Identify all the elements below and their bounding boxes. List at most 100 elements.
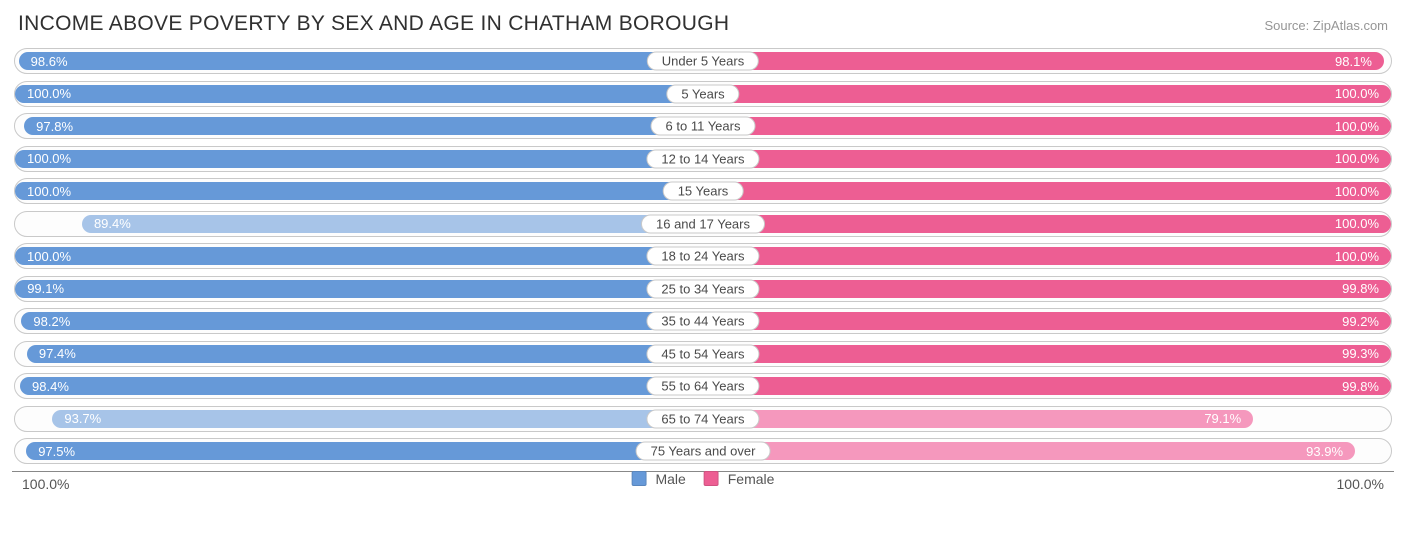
male-value: 98.4% [32,379,69,394]
chart-row: 98.2%99.2%35 to 44 Years [14,308,1392,334]
male-value: 100.0% [27,151,71,166]
male-bar: 99.1% [15,280,697,298]
female-value: 98.1% [1335,54,1372,69]
female-bar: 98.1% [709,52,1384,70]
male-half: 99.1% [15,277,703,301]
chart-row: 93.7% 79.1% 65 to 74 Years [14,406,1392,432]
female-bar: 79.1% [709,410,1253,428]
category-label: 25 to 34 Years [646,279,759,298]
female-value: 79.1% [1204,411,1241,426]
female-half: 100.0% [703,179,1391,203]
female-half: 99.8% [703,374,1391,398]
female-value: 99.8% [1342,281,1379,296]
female-value: 99.3% [1342,346,1379,361]
male-bar: 98.4% [20,377,697,395]
chart-row: 100.0% 100.0% 15 Years [14,178,1392,204]
female-value: 99.8% [1342,379,1379,394]
female-value: 93.9% [1306,444,1343,459]
chart-row: 100.0% 100.0% 12 to 14 Years [14,146,1392,172]
male-bar: 93.7% [52,410,697,428]
legend-female-swatch [704,471,719,486]
female-half: 100.0% [703,82,1391,106]
male-value: 98.6% [31,54,68,69]
chart-row: 98.6% 98.1% Under 5 Years [14,48,1392,74]
male-half: 100.0% [15,147,703,171]
legend-male: Male [632,471,686,487]
legend-female: Female [704,471,775,487]
chart-row: 99.1% 99.8% 25 to 34 Years [14,276,1392,302]
chart-source: Source: ZipAtlas.com [1264,18,1388,33]
female-bar: 100.0% [709,150,1391,168]
female-bar: 100.0% [709,247,1391,265]
chart-row: 100.0%100.0%5 Years [14,81,1392,107]
legend-male-swatch [632,471,647,486]
male-half: 100.0% [15,179,703,203]
axis-left-label: 100.0% [22,476,69,492]
female-bar: 100.0% [709,85,1391,103]
male-half: 89.4% [15,212,703,236]
male-value: 100.0% [27,86,71,101]
chart-row: 97.4%99.3%45 to 54 Years [14,341,1392,367]
male-bar: 97.5% [26,442,697,460]
male-value: 100.0% [27,184,71,199]
male-bar: 98.2% [21,312,697,330]
female-value: 100.0% [1335,184,1379,199]
legend: Male Female [632,471,775,487]
axis-right-label: 100.0% [1337,476,1384,492]
female-half: 100.0% [703,114,1391,138]
chart-row: 100.0%100.0%18 to 24 Years [14,243,1392,269]
female-half: 100.0% [703,147,1391,171]
female-value: 100.0% [1335,249,1379,264]
category-label: 15 Years [663,182,744,201]
female-half: 93.9% [703,439,1391,463]
female-bar: 99.2% [709,312,1391,330]
male-bar: 100.0% [15,85,697,103]
category-label: 12 to 14 Years [646,149,759,168]
female-half: 79.1% [703,407,1391,431]
male-value: 97.4% [39,346,76,361]
female-value: 100.0% [1335,216,1379,231]
male-half: 97.8% [15,114,703,138]
diverging-bar-chart: 98.6%98.1%Under 5 Years100.0%100.0%5 Yea… [12,48,1394,464]
male-value: 89.4% [94,216,131,231]
male-half: 98.6% [15,49,703,73]
male-value: 99.1% [27,281,64,296]
female-value: 99.2% [1342,314,1379,329]
legend-male-label: Male [655,471,685,487]
female-half: 99.3% [703,342,1391,366]
male-bar: 97.4% [27,345,697,363]
female-bar: 100.0% [709,117,1391,135]
female-bar: 100.0% [709,215,1391,233]
female-bar: 99.8% [709,280,1391,298]
category-label: 6 to 11 Years [651,117,756,136]
male-bar: 100.0% [15,150,697,168]
male-half: 93.7% [15,407,703,431]
male-bar: 100.0% [15,247,697,265]
male-bar: 100.0% [15,182,697,200]
male-bar: 98.6% [19,52,697,70]
male-half: 97.4% [15,342,703,366]
male-value: 97.8% [36,119,73,134]
chart-title: INCOME ABOVE POVERTY BY SEX AND AGE IN C… [18,12,729,36]
male-bar: 97.8% [24,117,697,135]
male-half: 100.0% [15,244,703,268]
female-bar: 99.8% [709,377,1391,395]
category-label: 16 and 17 Years [641,214,765,233]
female-half: 99.2% [703,309,1391,333]
category-label: 75 Years and over [636,442,771,461]
female-half: 100.0% [703,244,1391,268]
male-half: 97.5% [15,439,703,463]
male-value: 100.0% [27,249,71,264]
category-label: 65 to 74 Years [646,409,759,428]
chart-header: INCOME ABOVE POVERTY BY SEX AND AGE IN C… [12,8,1394,48]
male-half: 100.0% [15,82,703,106]
female-bar: 100.0% [709,182,1391,200]
female-half: 100.0% [703,212,1391,236]
female-value: 100.0% [1335,119,1379,134]
female-value: 100.0% [1335,151,1379,166]
female-half: 99.8% [703,277,1391,301]
chart-row: 89.4% 100.0% 16 and 17 Years [14,211,1392,237]
category-label: Under 5 Years [647,52,759,71]
chart-row: 97.5% 93.9% 75 Years and over [14,438,1392,464]
female-bar: 99.3% [709,345,1391,363]
